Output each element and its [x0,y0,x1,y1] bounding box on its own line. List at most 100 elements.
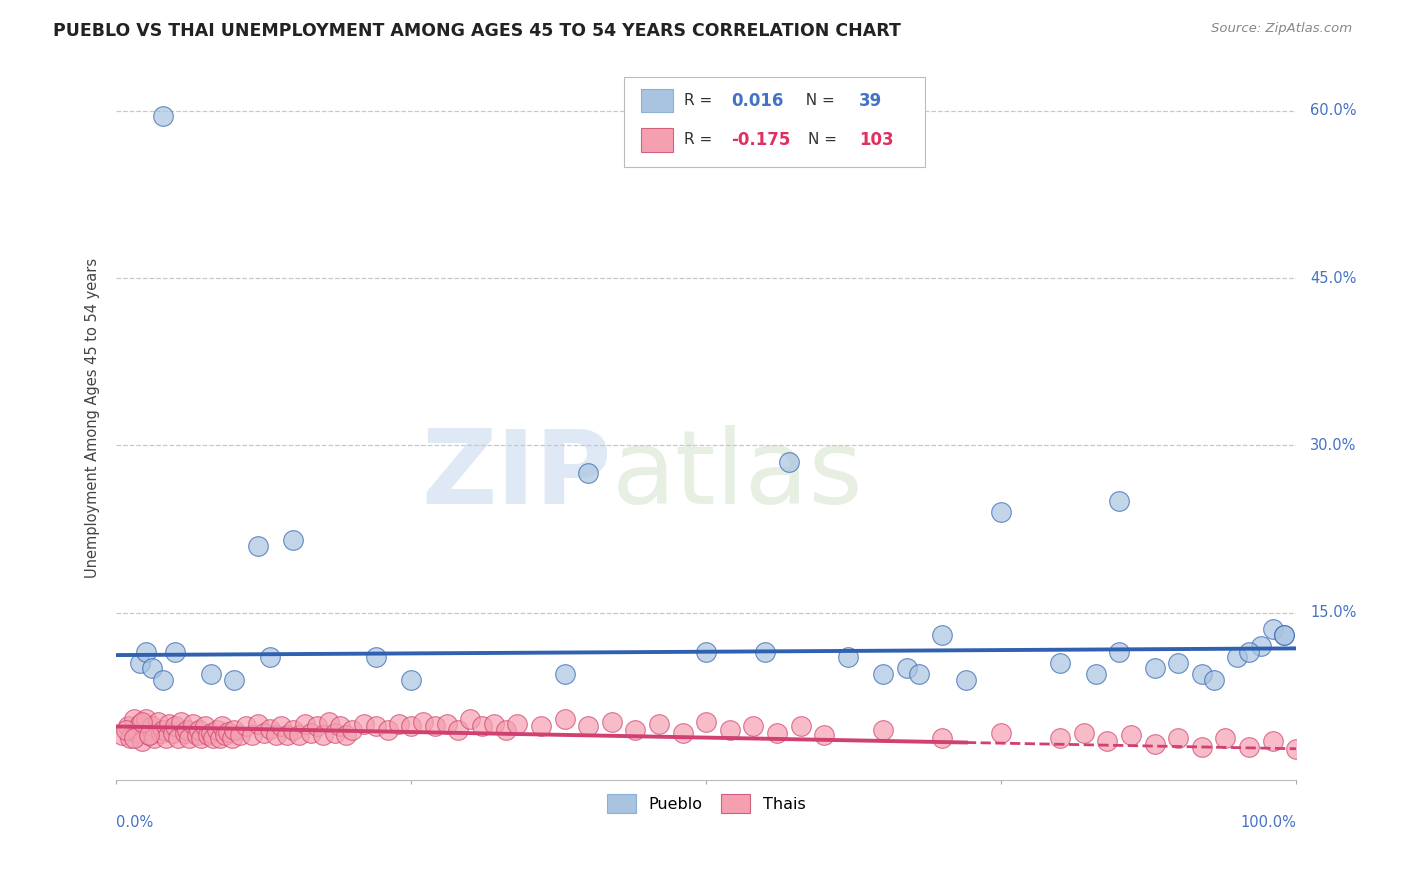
Point [181,717,204,731]
Point [412,714,434,729]
Point [141,661,163,675]
Point [695,714,717,729]
Point [1274,628,1296,642]
Point [1143,737,1166,751]
Text: 39: 39 [859,92,882,110]
Point [401,719,423,733]
Point [778,455,800,469]
Point [600,714,623,729]
Point [135,645,157,659]
Point [364,650,387,665]
Point [436,717,458,731]
Point [264,728,287,742]
Text: 100.0%: 100.0% [1240,814,1296,830]
FancyBboxPatch shape [624,77,925,168]
Point [205,723,228,737]
Text: -0.175: -0.175 [731,131,792,149]
Point [388,717,411,731]
Point [305,719,328,733]
Point [150,726,173,740]
Point [157,717,180,731]
Point [187,723,209,737]
Point [1202,673,1225,687]
Point [186,728,208,742]
Point [224,673,246,687]
Point [128,717,150,731]
Point [872,723,894,737]
Text: PUEBLO VS THAI UNEMPLOYMENT AMONG AGES 45 TO 54 YEARS CORRELATION CHART: PUEBLO VS THAI UNEMPLOYMENT AMONG AGES 4… [53,22,901,40]
Point [423,719,446,733]
Point [283,723,305,737]
Point [190,731,212,745]
Point [143,731,166,745]
Point [128,656,150,670]
Point [695,645,717,659]
Point [294,717,316,731]
Point [1143,661,1166,675]
Text: R =: R = [685,94,717,108]
Text: N =: N = [808,132,842,147]
Point [576,719,599,733]
Point [1191,667,1213,681]
Point [1084,667,1107,681]
Point [1274,628,1296,642]
Point [482,717,505,731]
Point [1215,731,1237,745]
Point [931,628,953,642]
Point [1261,734,1284,748]
Point [114,723,136,737]
Point [166,731,188,745]
Text: 0.0%: 0.0% [117,814,153,830]
FancyBboxPatch shape [641,89,672,112]
Point [907,667,929,681]
Point [1097,734,1119,748]
Point [253,726,276,740]
Point [896,661,918,675]
Point [288,728,311,742]
Point [246,717,269,731]
Point [742,719,765,733]
Point [1073,726,1095,740]
FancyBboxPatch shape [641,128,672,152]
Point [1261,623,1284,637]
Point [152,673,174,687]
Point [229,728,252,742]
Point [1119,728,1142,742]
Point [224,723,246,737]
Point [131,714,153,729]
Point [200,726,222,740]
Point [364,719,387,733]
Point [872,667,894,681]
Point [276,728,298,742]
Point [329,719,352,733]
Point [122,731,145,745]
Point [353,717,375,731]
Point [120,731,142,745]
Point [155,731,177,745]
Point [1049,731,1071,745]
Point [1167,731,1189,745]
Point [141,719,163,733]
Point [1285,741,1308,756]
Point [1167,656,1189,670]
Point [401,673,423,687]
Point [162,726,184,740]
Point [990,726,1012,740]
Point [837,650,859,665]
Text: 30.0%: 30.0% [1310,438,1357,453]
Point [217,725,239,739]
Point [1237,739,1260,754]
Point [447,723,470,737]
Point [530,719,553,733]
Point [299,726,322,740]
Point [931,731,953,745]
Point [506,717,529,731]
Point [122,712,145,726]
Point [813,728,835,742]
Text: N =: N = [796,94,839,108]
Point [235,719,257,733]
Point [754,645,776,659]
Point [111,728,134,742]
Point [197,728,219,742]
Point [342,723,364,737]
